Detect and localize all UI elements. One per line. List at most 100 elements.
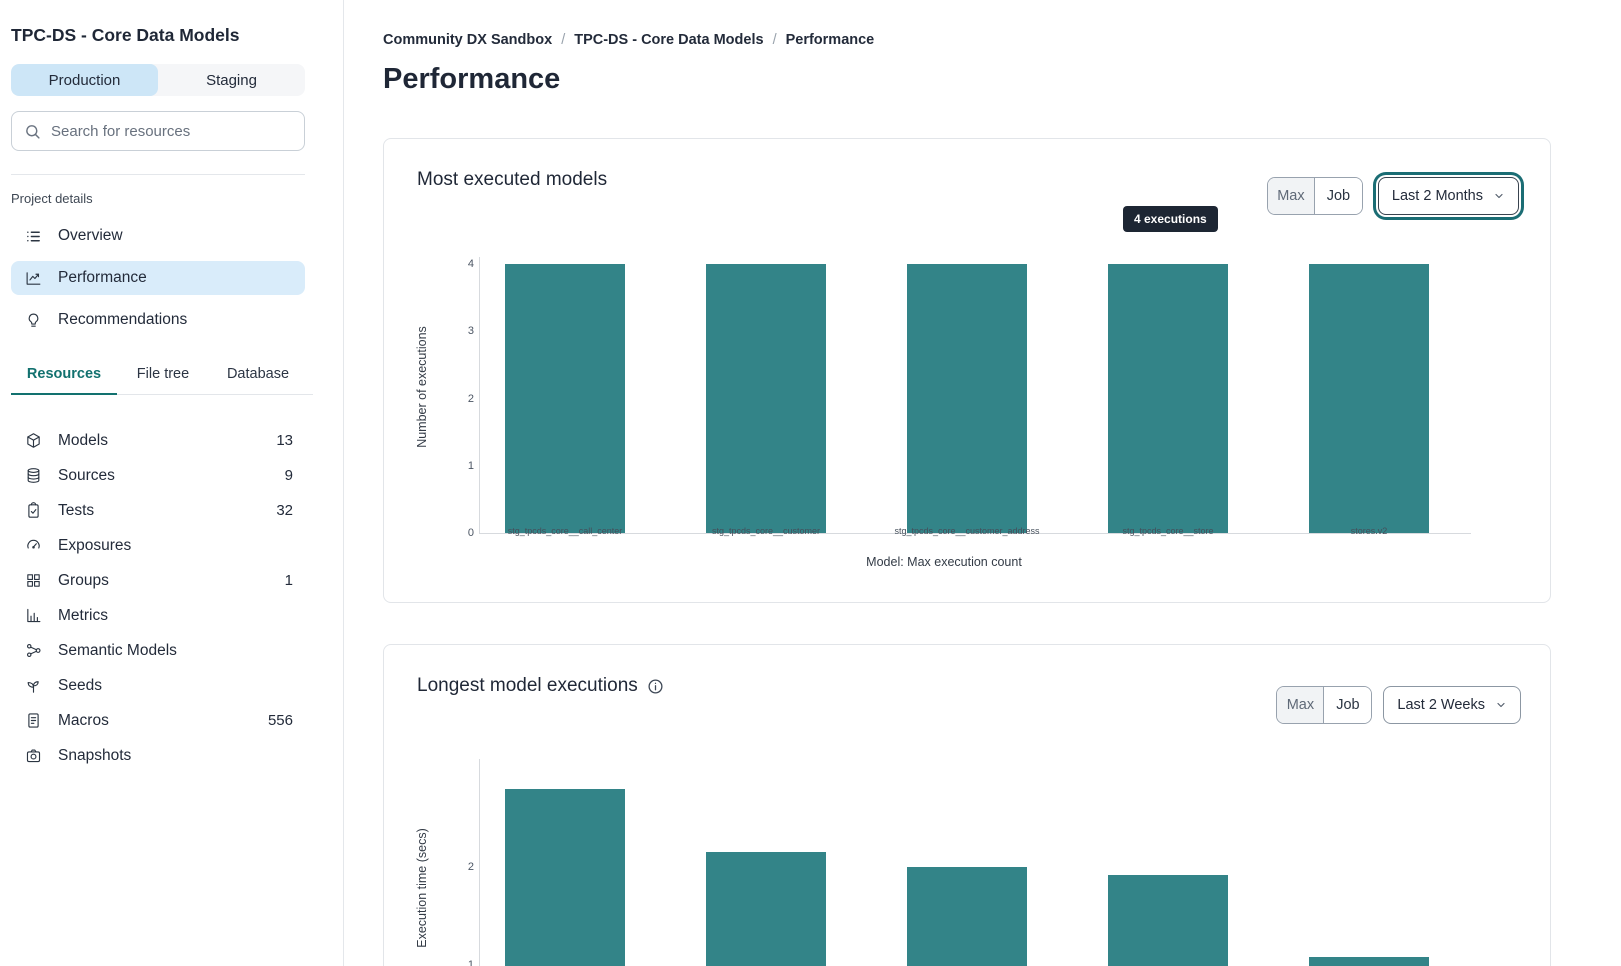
x-tick-label: stores.v2 (1350, 526, 1388, 536)
info-icon[interactable] (647, 678, 664, 695)
tab-database[interactable]: Database (226, 366, 290, 382)
resource-item-tests[interactable]: Tests 32 (11, 493, 305, 528)
sidebar-item-overview[interactable]: Overview (11, 219, 305, 253)
resource-count: 556 (267, 712, 293, 729)
x-tick-label: stg_tpcds_core__store (1122, 526, 1214, 536)
card-title-text: Most executed models (417, 169, 608, 190)
production-tab[interactable]: Production (11, 64, 158, 96)
resource-label: Groups (58, 571, 109, 589)
database-icon (27, 468, 40, 483)
gauge-icon (27, 539, 40, 549)
chevron-down-icon (1495, 193, 1503, 199)
resource-label: Metrics (58, 606, 108, 624)
resource-item-sources[interactable]: Sources 9 (11, 458, 305, 493)
tab-resources[interactable]: Resources (11, 366, 117, 395)
resource-label: Sources (58, 466, 115, 484)
y-tick-label: 1 (467, 959, 474, 966)
breadcrumb-separator: / (561, 32, 566, 48)
y-tick-label: 3 (467, 325, 474, 338)
resource-label: Snapshots (58, 746, 132, 764)
x-axis-title: Model: Max execution count (866, 555, 1022, 569)
sidebar-tabs: Resources File tree Database (11, 366, 313, 395)
lightbulb-icon (28, 313, 39, 327)
y-tick-label: 1 (467, 459, 474, 472)
tab-file-tree[interactable]: File tree (136, 366, 190, 382)
resource-label: Macros (58, 711, 109, 729)
list-icon (27, 231, 40, 241)
resource-item-models[interactable]: Models 13 (11, 423, 305, 458)
max-toggle-button[interactable]: Max (1277, 687, 1325, 723)
grid-icon (27, 574, 40, 587)
resource-item-exposures[interactable]: Exposures (11, 528, 305, 563)
sidebar-item-label: Performance (58, 269, 147, 286)
date-range-select[interactable]: Last 2 Months (1377, 177, 1519, 215)
resource-item-groups[interactable]: Groups 1 (11, 563, 305, 598)
resource-count: 32 (276, 502, 293, 519)
sidebar-item-recommendations[interactable]: Recommendations (11, 303, 305, 337)
resource-label: Tests (58, 501, 95, 519)
chart-controls: Max Job Last 2 Weeks (1276, 686, 1521, 724)
card-title-text: Longest model executions (417, 675, 638, 696)
network-icon (26, 643, 41, 658)
main-content: Community DX Sandbox / TPC-DS - Core Data … (344, 0, 1621, 966)
breadcrumb-item: Performance (785, 32, 875, 48)
y-axis-line (479, 759, 480, 966)
chevron-down-icon (1497, 702, 1505, 708)
bar[interactable] (1309, 264, 1429, 533)
resource-item-seeds[interactable]: Seeds (11, 668, 305, 703)
bar[interactable] (505, 264, 625, 533)
camera-icon (26, 749, 41, 763)
bar[interactable] (1309, 957, 1429, 966)
y-axis-title: Execution time (secs) (415, 828, 429, 948)
bar[interactable] (1108, 874, 1228, 966)
sidebar: TPC-DS - Core Data Models Production Sta… (0, 0, 344, 966)
bar[interactable] (1108, 264, 1228, 533)
most-executed-models-card: Most executed models Max Job Last 2 Mont… (383, 138, 1551, 603)
environment-toggle: Production Staging (11, 64, 305, 96)
breadcrumb-item[interactable]: TPC-DS - Core Data Models (574, 32, 764, 48)
staging-tab[interactable]: Staging (158, 64, 305, 96)
search-box[interactable] (11, 111, 305, 151)
bar[interactable] (706, 852, 826, 966)
resource-item-macros[interactable]: Macros 556 (11, 703, 305, 738)
card-title: Most executed models (417, 169, 607, 191)
resource-count: 9 (284, 467, 293, 484)
cube-icon (27, 433, 40, 448)
y-axis-line (479, 257, 480, 534)
sidebar-item-performance[interactable]: Performance (11, 261, 305, 295)
x-tick-label: stg_tpcds_core__customer_address (894, 526, 1040, 536)
sidebar-item-label: Recommendations (58, 311, 188, 328)
y-tick-label: 2 (467, 861, 474, 873)
job-toggle-button[interactable]: Job (1324, 687, 1372, 723)
sidebar-divider (11, 174, 305, 175)
y-axis-title: Number of executions (415, 326, 429, 448)
max-toggle-button[interactable]: Max (1267, 178, 1315, 214)
job-toggle-button[interactable]: Job (1314, 178, 1362, 214)
bar[interactable] (907, 264, 1027, 533)
sprout-icon (27, 681, 39, 693)
y-tick-label: 4 (467, 258, 474, 270)
resource-label: Seeds (58, 676, 102, 694)
document-icon (28, 713, 39, 728)
resource-label: Models (58, 431, 108, 449)
search-icon (26, 124, 40, 139)
resource-item-snapshots[interactable]: Snapshots (11, 738, 305, 773)
bar[interactable] (907, 867, 1027, 966)
date-range-select[interactable]: Last 2 Weeks (1383, 686, 1521, 724)
resource-count: 1 (284, 572, 293, 589)
x-tick-label: stg_tpcds_core__call_center (507, 526, 623, 536)
resource-item-semantic-models[interactable]: Semantic Models (11, 633, 305, 668)
breadcrumb: Community DX Sandbox / TPC-DS - Core Data … (383, 32, 1621, 48)
chart-line-icon (26, 271, 41, 285)
bar[interactable] (706, 264, 826, 533)
y-tick-label: 0 (467, 527, 474, 539)
bar-chart-icon (27, 608, 41, 623)
bar[interactable] (505, 788, 625, 966)
resource-item-metrics[interactable]: Metrics (11, 598, 305, 633)
breadcrumb-item[interactable]: Community DX Sandbox (383, 32, 553, 48)
most-executed-models-chart: Number of executions Model: Max executio… (384, 139, 1550, 602)
project-nav: Overview Performance Recommendations (11, 219, 305, 337)
search-input[interactable] (51, 122, 292, 140)
project-title: TPC-DS - Core Data Models (11, 25, 240, 45)
resource-label: Semantic Models (58, 641, 177, 659)
